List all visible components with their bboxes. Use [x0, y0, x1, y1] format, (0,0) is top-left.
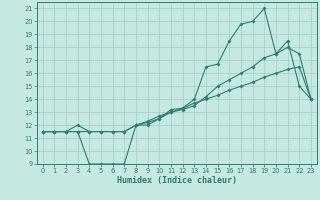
X-axis label: Humidex (Indice chaleur): Humidex (Indice chaleur): [117, 176, 237, 185]
